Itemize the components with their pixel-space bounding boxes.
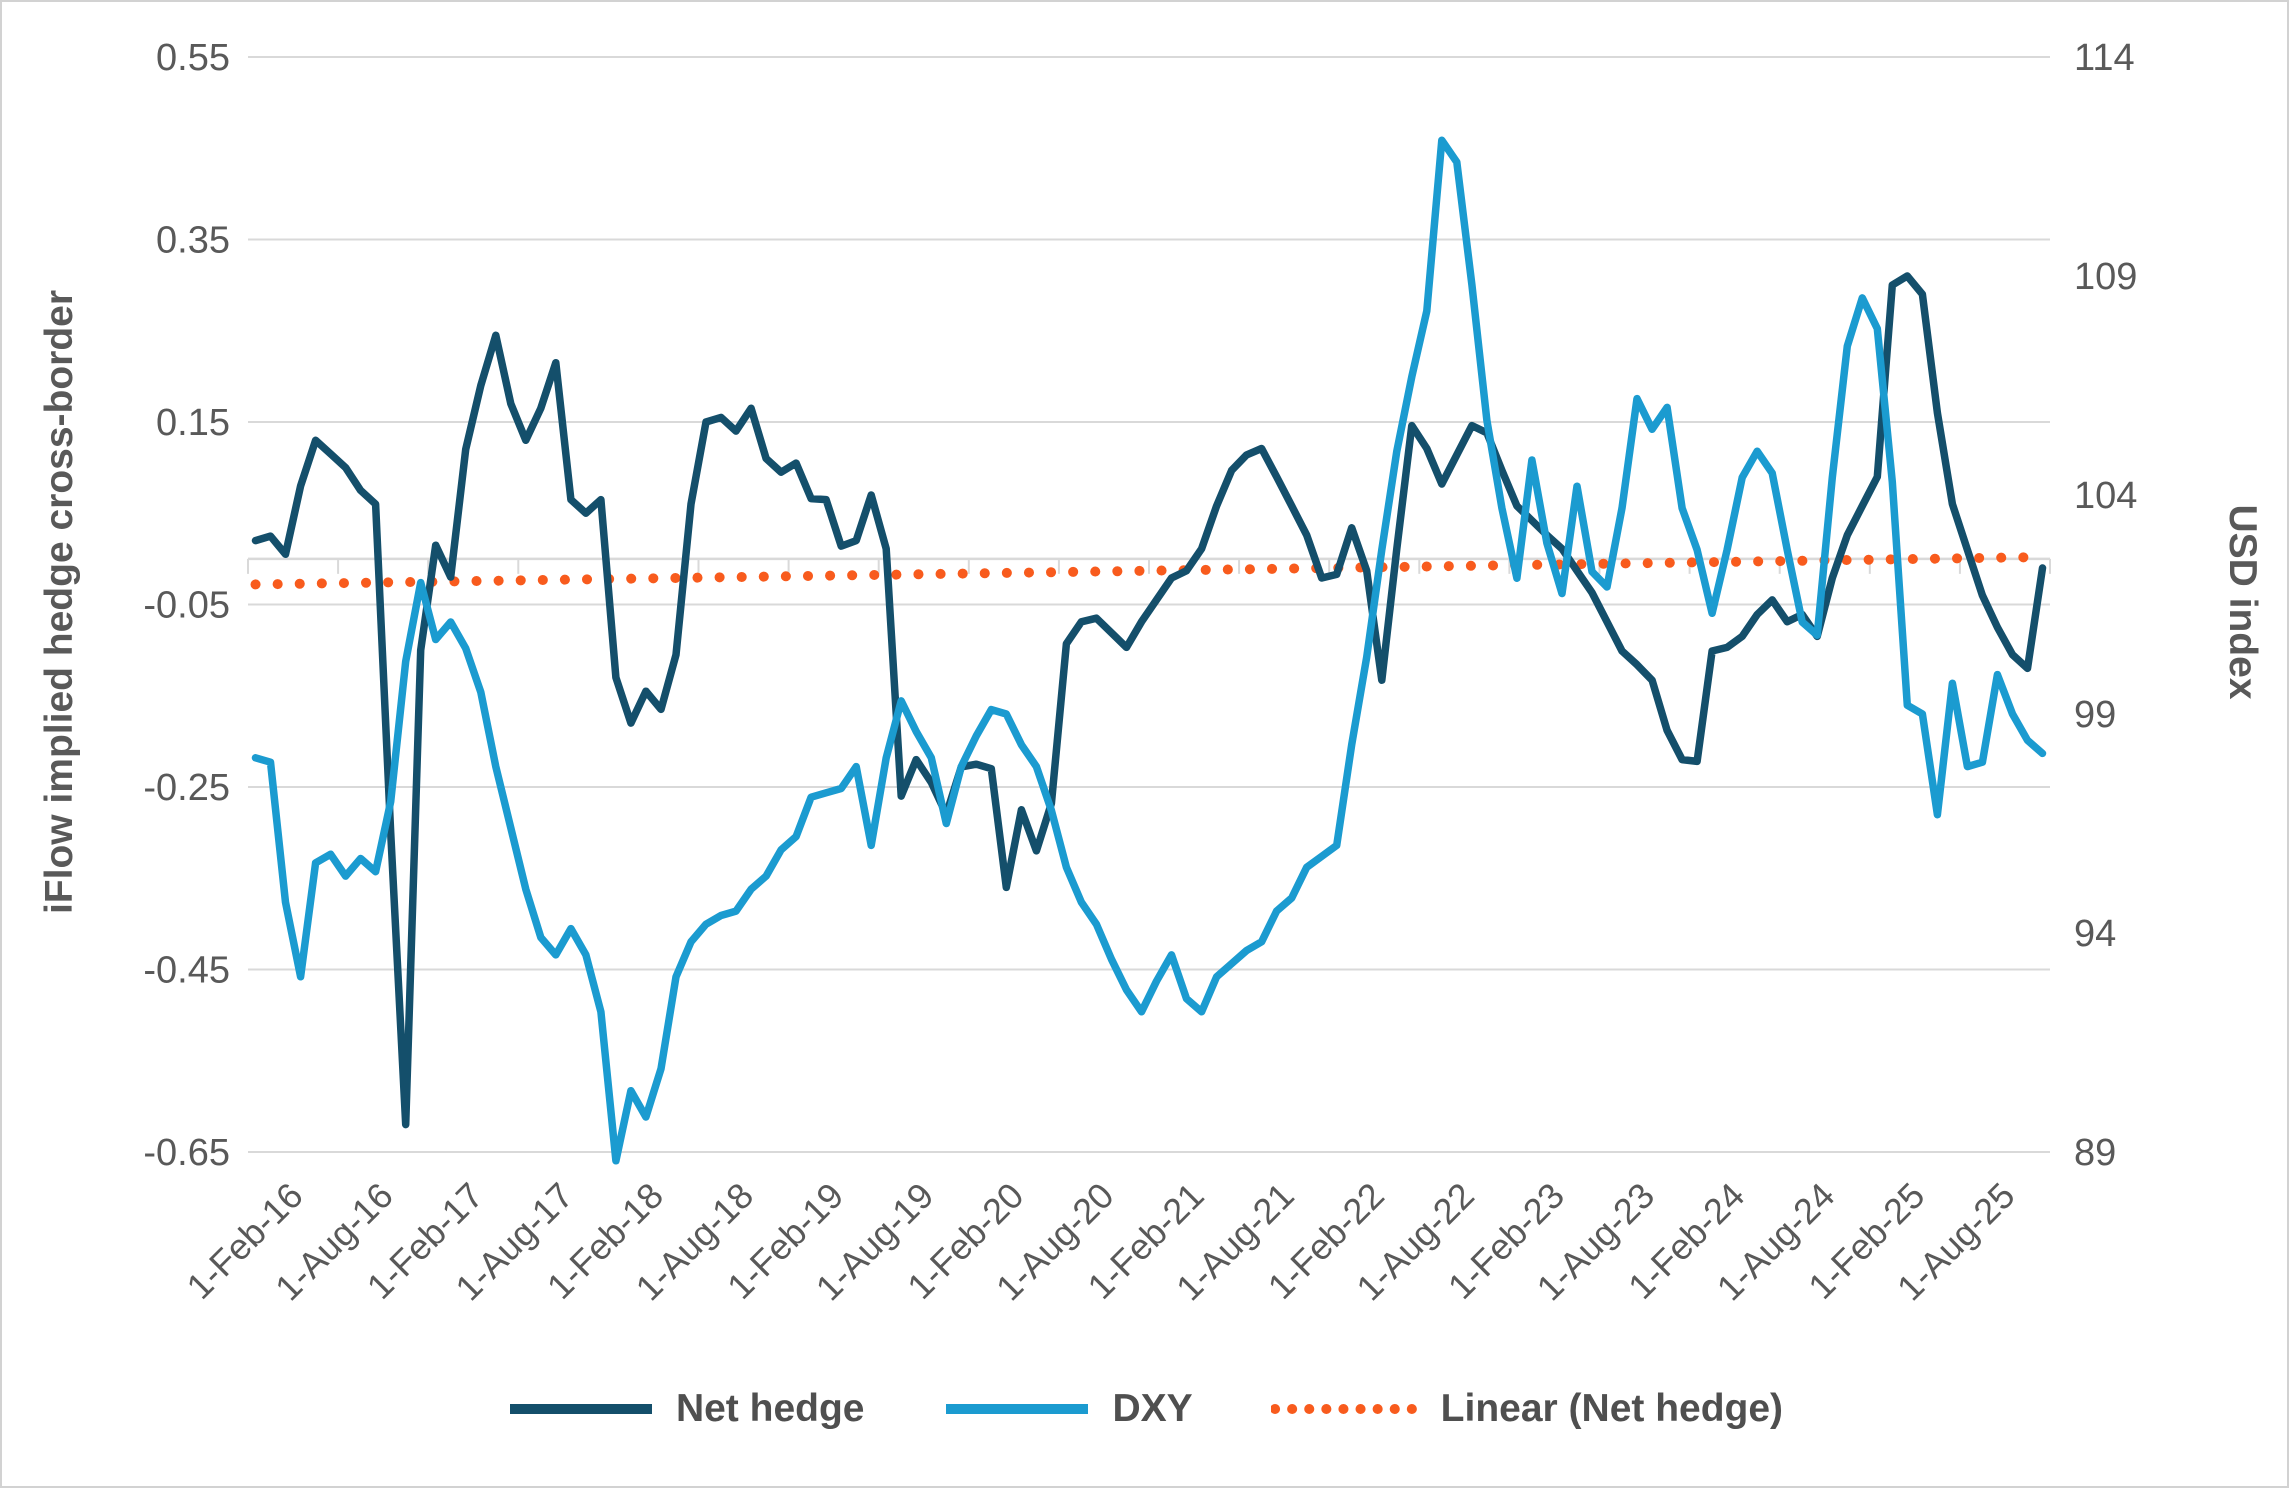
legend-item-dxy: DXY <box>942 1387 1193 1431</box>
right-axis-tick-label: 89 <box>2074 1132 2116 1174</box>
legend-label: Linear (Net hedge) <box>1440 1387 1784 1430</box>
chart-legend: Net hedge DXY Linear (Net hedge) <box>2 1387 2287 1431</box>
legend-label: Net hedge <box>675 1387 865 1430</box>
dxy-line <box>251 136 2047 1165</box>
left-axis-tick-label: -0.65 <box>143 1132 230 1174</box>
right-axis-title: USD index <box>2221 504 2264 700</box>
legend-label: DXY <box>1112 1387 1193 1430</box>
legend-item-net-hedge: Net hedge <box>506 1387 865 1431</box>
left-axis-tick-label: 0.35 <box>156 220 230 262</box>
legend-swatch-dotted-line <box>1270 1404 1421 1414</box>
right-axis-tick-label: 104 <box>2074 475 2137 517</box>
legend-item-linear-net-hedge-: Linear (Net hedge) <box>1270 1387 1784 1431</box>
net-hedge-line <box>251 272 2047 1129</box>
legend-swatch-line <box>509 1404 652 1414</box>
left-axis-tick-label: 0.15 <box>156 402 230 444</box>
right-axis-tick-label: 114 <box>2074 37 2135 79</box>
left-axis-tick-label: -0.25 <box>143 767 230 809</box>
left-axis-title: iFlow implied hedge cross-border <box>38 289 81 915</box>
legend-swatch-line <box>946 1404 1089 1414</box>
left-axis-tick-label: -0.05 <box>143 585 230 627</box>
right-axis-tick-label: 109 <box>2074 256 2137 298</box>
right-axis-tick-label: 99 <box>2074 694 2116 736</box>
right-axis-tick-label: 94 <box>2074 913 2116 955</box>
left-axis-tick-label: 0.55 <box>156 37 230 79</box>
left-axis-tick-label: -0.45 <box>143 950 230 992</box>
